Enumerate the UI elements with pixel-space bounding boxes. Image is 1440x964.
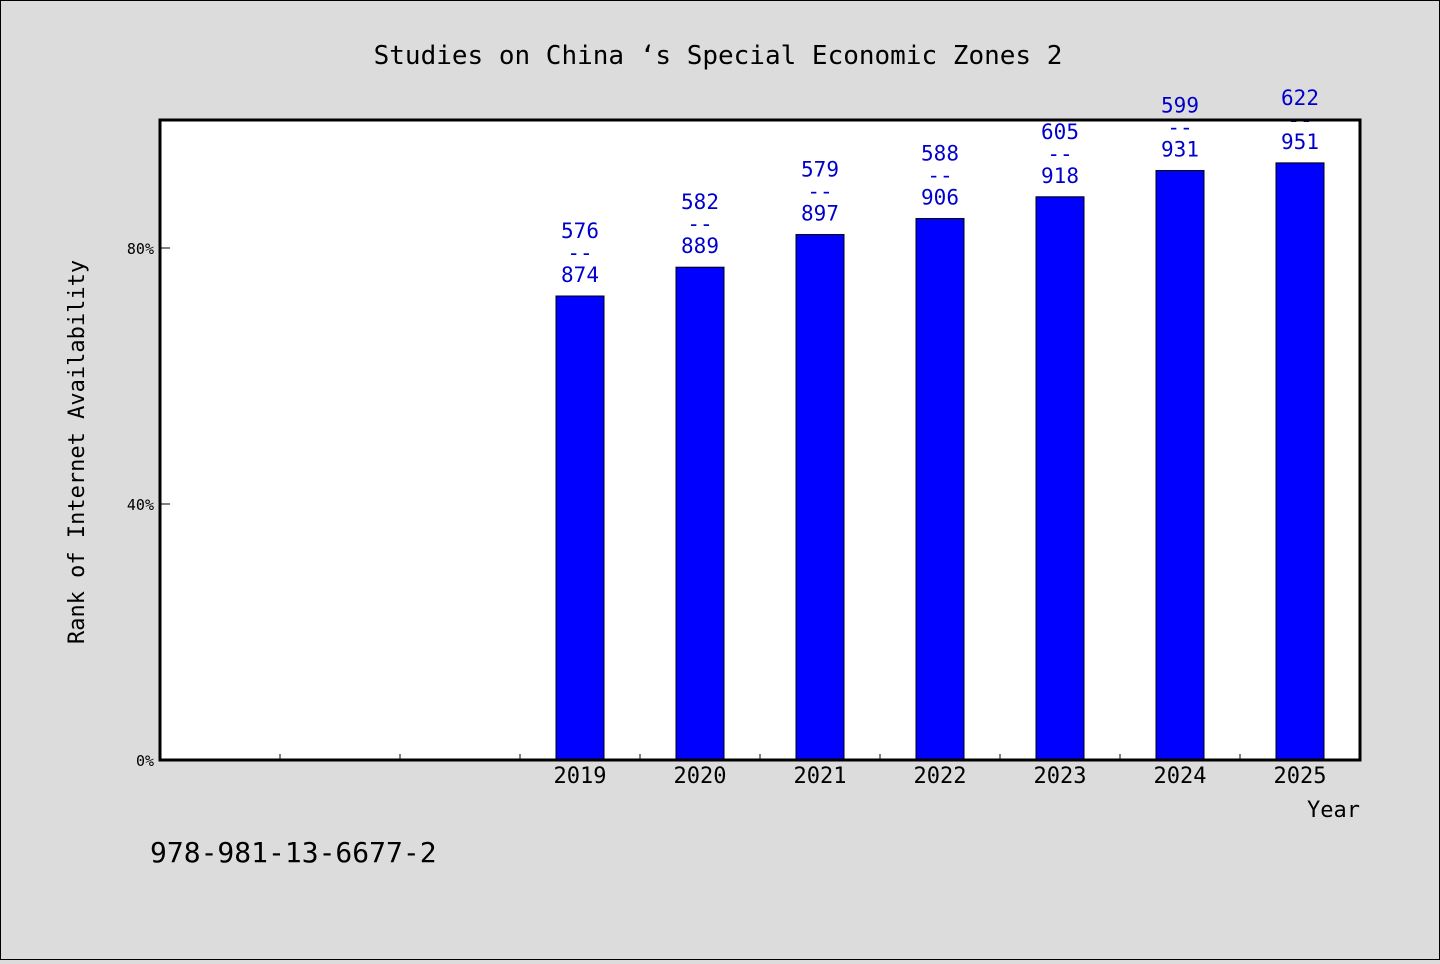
bar-2020	[675, 266, 725, 761]
data-label-2022-line1: 588	[921, 142, 959, 166]
y-axis-label: Rank of Internet Availability	[65, 260, 90, 644]
y-tick-label-80pct: 80%	[127, 240, 154, 258]
x-tick-label-2024: 2024	[1154, 764, 1207, 789]
data-label-2023-line3: 918	[1041, 164, 1079, 188]
data-label-2024-line3: 931	[1161, 138, 1199, 162]
data-label-2025-line3: 951	[1281, 130, 1319, 154]
chart-title: Studies on China ‘s Special Economic Zon…	[374, 41, 1063, 71]
bar-2019	[555, 295, 605, 761]
data-label-2021-line2: --	[807, 180, 832, 204]
data-label-2021-line1: 579	[801, 158, 839, 182]
bar-2023	[1035, 196, 1085, 761]
y-tick-label-0pct: 0%	[136, 752, 154, 770]
data-label-2020-line3: 889	[681, 234, 719, 258]
x-tick-label-2019: 2019	[554, 764, 607, 789]
y-tick-label-40pct: 40%	[127, 496, 154, 514]
bar-2022	[915, 218, 965, 761]
data-label-2019-line1: 576	[561, 219, 599, 243]
data-label-2020-line2: --	[687, 212, 712, 236]
bar-2021	[795, 234, 845, 761]
x-tick-label-2025: 2025	[1274, 764, 1327, 789]
axis-layer: 2019 2020 2021 2022 2023 2024 2025 0% 40% 80%	[127, 240, 1327, 789]
x-tick-label-2023: 2023	[1034, 764, 1087, 789]
bar-2025	[1275, 162, 1325, 761]
data-label-2023-line2: --	[1047, 142, 1072, 166]
isbn-text: 978-981-13-6677-2	[150, 836, 437, 869]
data-label-2022-line3: 906	[921, 186, 959, 210]
bars-layer	[555, 162, 1325, 761]
data-label-2024-line1: 599	[1161, 94, 1199, 118]
data-labels-layer: 576--874582--889579--897588--906605--918…	[561, 86, 1319, 287]
x-tick-label-2020: 2020	[674, 764, 727, 789]
data-label-2020-line1: 582	[681, 190, 719, 214]
plot-frame	[158, 118, 1362, 762]
data-label-2021-line3: 897	[801, 202, 839, 226]
data-label-2022-line2: --	[927, 164, 952, 188]
data-label-2025-line1: 622	[1281, 86, 1319, 110]
data-label-2019-line2: --	[567, 241, 592, 265]
data-label-2023-line1: 605	[1041, 120, 1079, 144]
bar-2024	[1155, 170, 1205, 761]
x-axis-label: Year	[1307, 798, 1360, 823]
data-label-2019-line3: 874	[561, 263, 599, 287]
x-tick-label-2022: 2022	[914, 764, 967, 789]
x-tick-label-2021: 2021	[794, 764, 847, 789]
